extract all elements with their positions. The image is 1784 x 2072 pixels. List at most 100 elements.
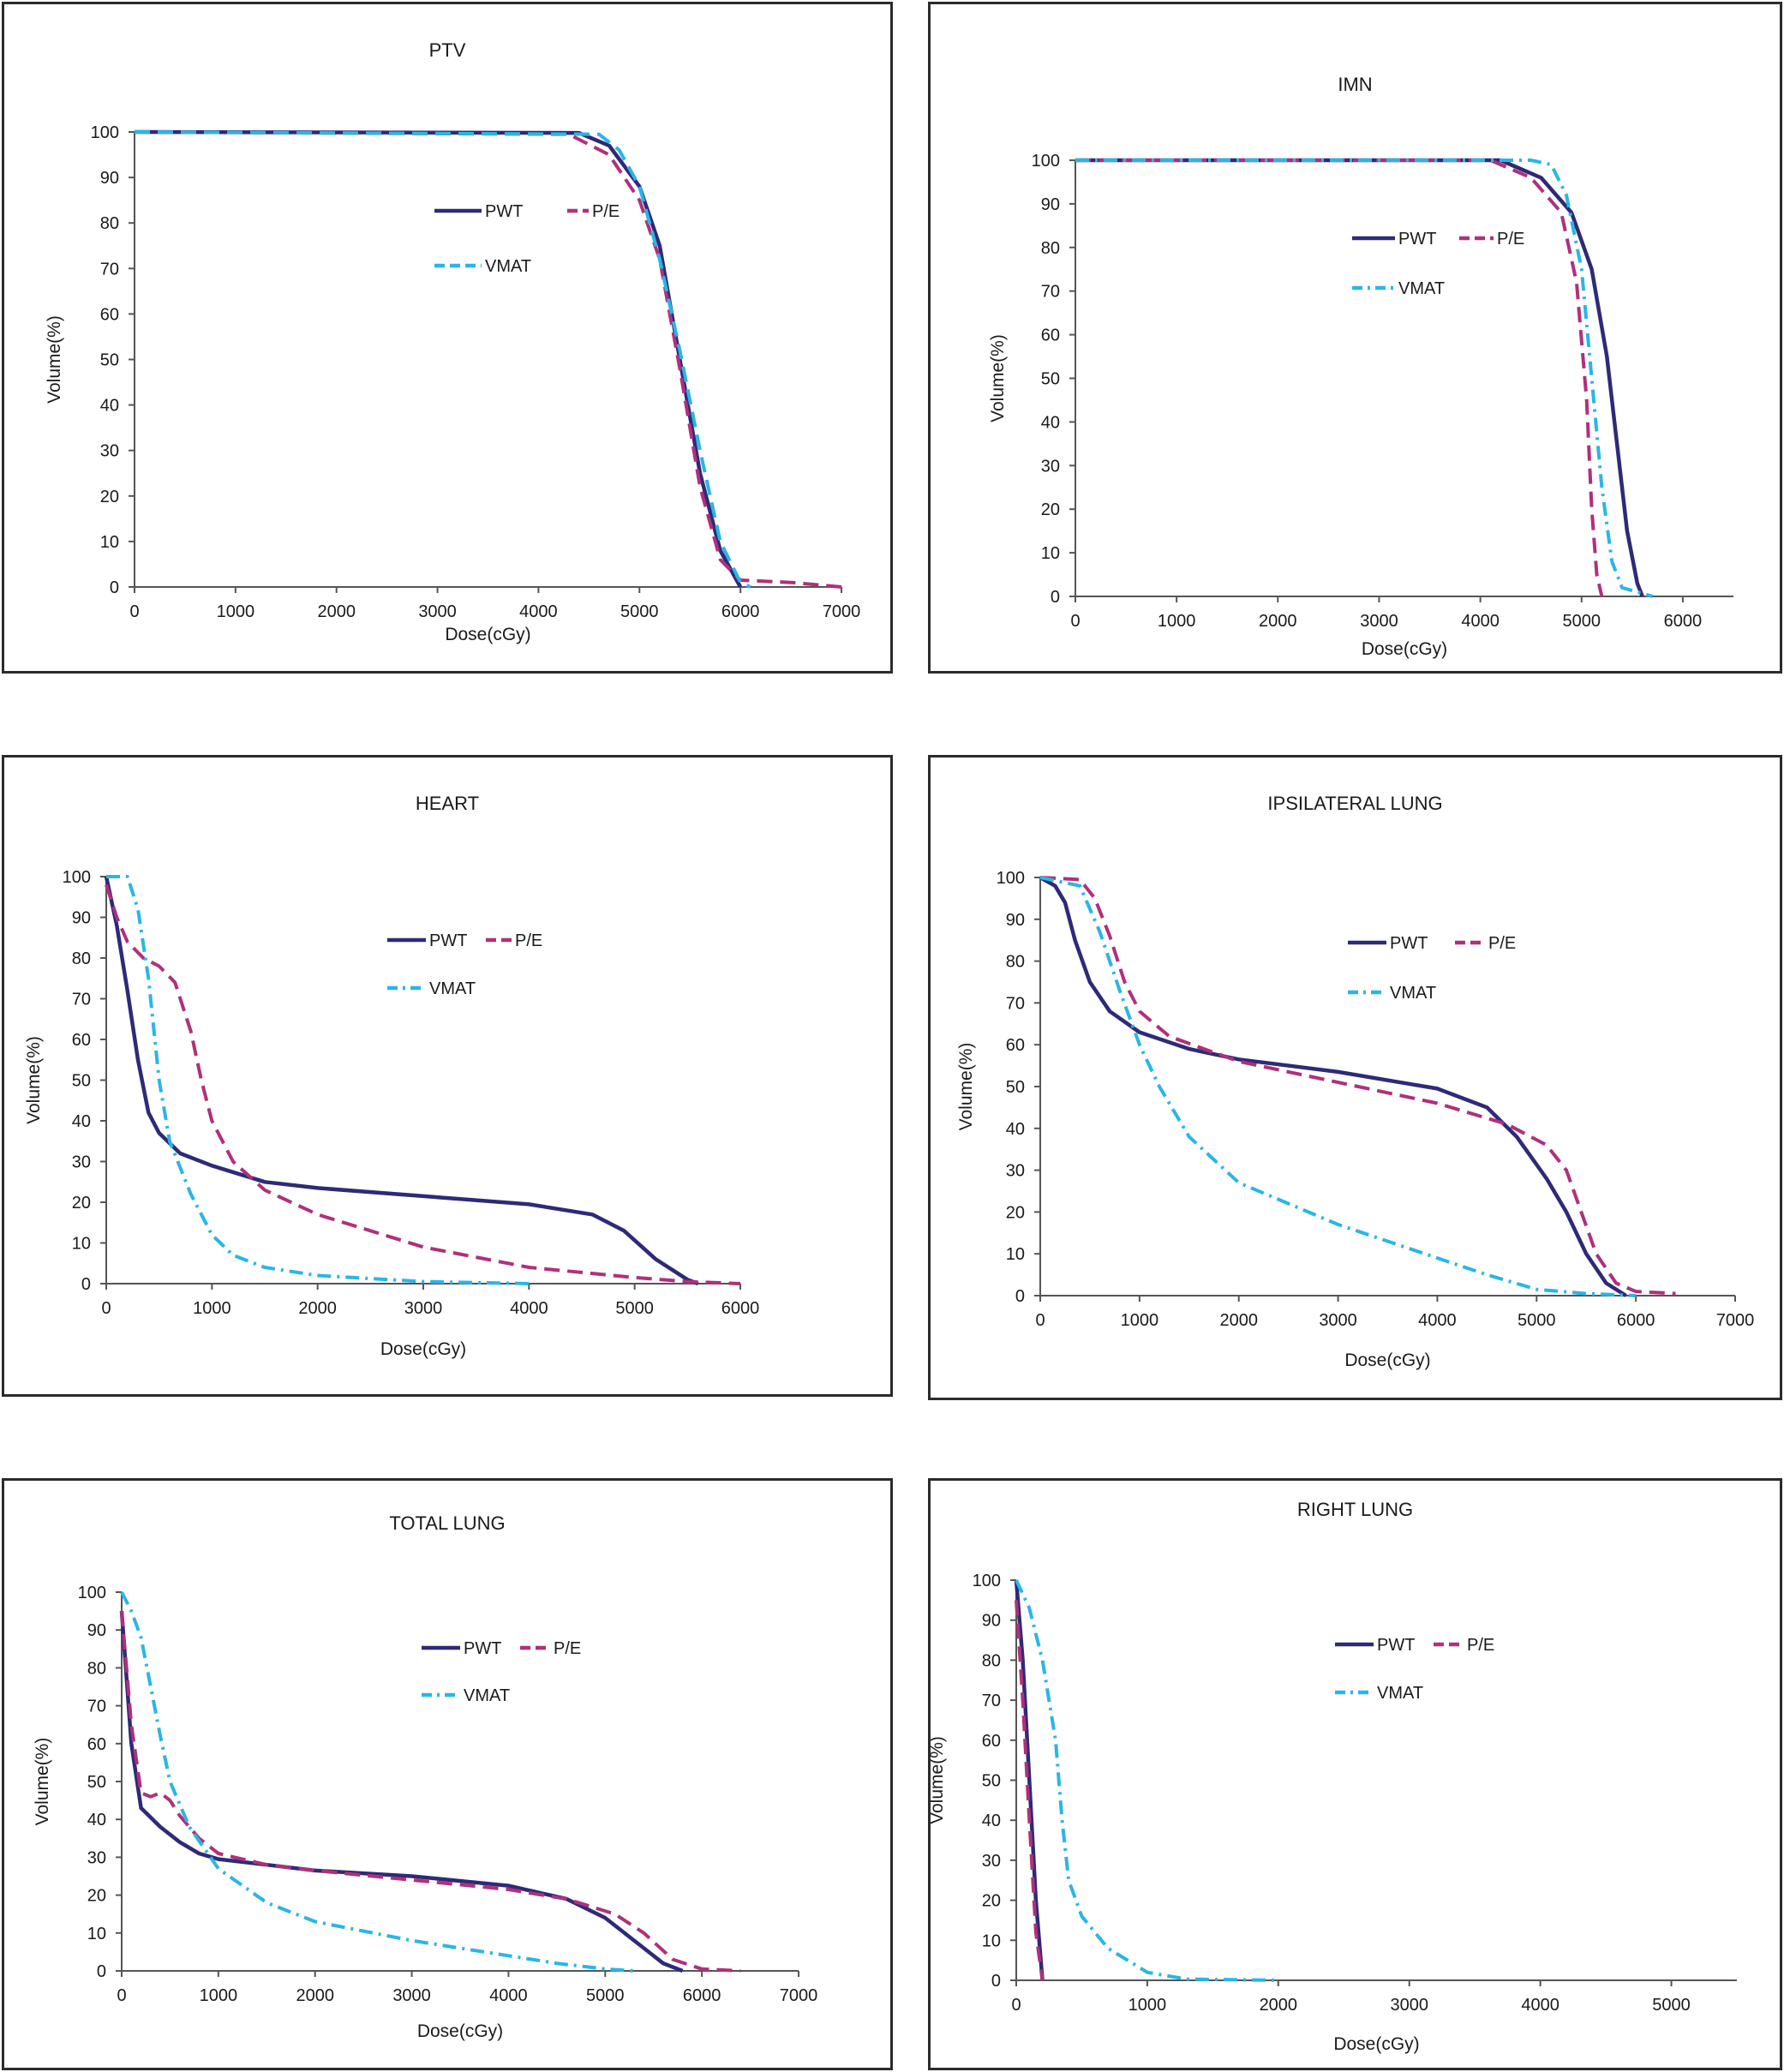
y-tick-label: 60 (1006, 1036, 1025, 1055)
x-tick-label: 4000 (519, 602, 558, 621)
legend-label-pwt: PWT (1398, 230, 1436, 249)
y-tick-label: 40 (982, 1812, 1001, 1830)
y-tick-label: 30 (100, 442, 119, 461)
legend-label-p-e: P/E (1488, 934, 1516, 953)
x-tick-label: 1000 (1128, 1996, 1167, 2015)
y-tick-label: 80 (72, 949, 91, 968)
chart-panel-imn: IMN 0 10 20 30 40 50 60 70 80 90 100 0 1000 2000 3000 40… (928, 2, 1782, 674)
x-tick-label: 3000 (418, 602, 457, 621)
legend-label-pwt: PWT (429, 931, 467, 950)
y-tick-label: 20 (1041, 500, 1060, 519)
chart-title: IPSILATERAL LUNG (1267, 793, 1442, 814)
y-axis-label: Volume(%) (45, 315, 64, 404)
x-tick-label: 3000 (1319, 1311, 1357, 1330)
x-tick-label: 2000 (298, 1299, 337, 1318)
series-line-p-e (105, 883, 741, 1285)
y-axis-label: Volume(%) (931, 1736, 947, 1824)
series-line-vmat (134, 130, 751, 589)
legend-label-vmat: VMAT (1377, 1684, 1423, 1703)
series-line-vmat (1039, 876, 1637, 1297)
legend-label-p-e: P/E (1497, 230, 1524, 249)
x-tick-label: 2000 (1259, 612, 1297, 631)
y-tick-label: 60 (1041, 326, 1060, 345)
chart-title: PTV (429, 39, 466, 61)
y-tick-label: 20 (100, 488, 119, 506)
y-tick-label: 10 (1041, 544, 1060, 563)
y-tick-label: 50 (982, 1772, 1001, 1791)
y-tick-label: 100 (63, 868, 91, 887)
y-tick-label: 10 (72, 1235, 91, 1254)
series-line-p-e (1075, 159, 1604, 597)
series-line-pwt (104, 876, 699, 1286)
series-line-vmat (1075, 159, 1654, 598)
series-line-p-e (120, 1610, 741, 1973)
x-tick-label: 7000 (823, 602, 861, 621)
chart-title: HEART (416, 793, 479, 814)
chart-panel-right-lung: RIGHT LUNG 0 10 20 30 40 50 60 70 80 90 100 0 1000 200… (928, 1478, 1782, 2070)
x-tick-label: 4000 (1418, 1311, 1457, 1330)
x-tick-label: 2000 (296, 1986, 334, 2005)
y-tick-label: 20 (982, 1892, 1001, 1911)
series-line-pwt (134, 129, 743, 589)
x-tick-label: 3000 (1390, 1996, 1428, 2015)
y-tick-label: 60 (100, 305, 119, 324)
x-tick-label: 2000 (317, 602, 356, 621)
x-tick-label: 3000 (404, 1299, 443, 1318)
series-line-vmat (1015, 1579, 1278, 1982)
y-tick-label: 40 (1041, 413, 1060, 432)
y-tick-label: 10 (100, 533, 119, 552)
x-tick-label: 6000 (721, 1299, 760, 1318)
y-tick-label: 10 (1006, 1245, 1025, 1264)
legend-label-vmat: VMAT (485, 257, 531, 276)
legend-label-pwt: PWT (464, 1639, 501, 1658)
x-tick-label: 7000 (1716, 1311, 1755, 1330)
y-tick-label: 80 (982, 1651, 1001, 1670)
y-tick-label: 0 (97, 1962, 106, 1981)
series-line-pwt (1039, 876, 1627, 1297)
x-tick-label: 6000 (1617, 1311, 1655, 1330)
x-tick-label: 5000 (615, 1299, 654, 1318)
y-tick-label: 40 (87, 1811, 106, 1829)
y-tick-label: 70 (1006, 994, 1025, 1013)
y-tick-label: 60 (72, 1031, 91, 1050)
y-tick-label: 80 (100, 214, 119, 233)
y-tick-label: 90 (100, 169, 119, 188)
x-axis-label: Dose(cGy) (417, 2021, 503, 2041)
y-tick-label: 70 (100, 260, 119, 278)
series-line-pwt (119, 1610, 684, 1973)
chart-panel-ptv: PTV 0 10 20 30 40 50 60 70 80 90 100 0 1000 2000 3000 40… (2, 2, 893, 674)
y-tick-label: 30 (1041, 457, 1060, 476)
legend-label-vmat: VMAT (1390, 984, 1436, 1003)
y-tick-label: 0 (1051, 588, 1060, 607)
y-tick-label: 90 (982, 1612, 1001, 1631)
x-tick-label: 2000 (1260, 1996, 1298, 2015)
y-tick-label: 10 (982, 1931, 1001, 1950)
series-line-p-e (1039, 876, 1676, 1296)
y-tick-label: 10 (87, 1925, 106, 1943)
x-tick-label: 6000 (721, 602, 760, 621)
legend-label-pwt: PWT (485, 202, 523, 221)
x-tick-label: 0 (1070, 612, 1080, 631)
x-tick-label: 0 (1035, 1311, 1045, 1330)
y-axis-label: Volume(%) (24, 1036, 44, 1124)
series-line-vmat (120, 1591, 635, 1973)
y-tick-label: 60 (982, 1732, 1001, 1751)
x-axis-label: Dose(cGy) (380, 1339, 466, 1359)
x-tick-label: 1000 (200, 1986, 238, 2005)
y-tick-label: 0 (110, 578, 119, 597)
y-tick-label: 20 (72, 1194, 91, 1213)
y-tick-label: 20 (87, 1887, 106, 1906)
x-tick-label: 5000 (1518, 1311, 1556, 1330)
y-tick-label: 100 (973, 1572, 1001, 1590)
y-tick-label: 50 (1041, 370, 1060, 389)
x-tick-label: 0 (117, 1986, 126, 2005)
y-tick-label: 70 (1041, 283, 1060, 302)
x-tick-label: 1000 (1158, 612, 1196, 631)
chart-title: RIGHT LUNG (1297, 1499, 1413, 1520)
y-tick-label: 50 (87, 1773, 106, 1792)
x-tick-label: 1000 (1121, 1311, 1159, 1330)
